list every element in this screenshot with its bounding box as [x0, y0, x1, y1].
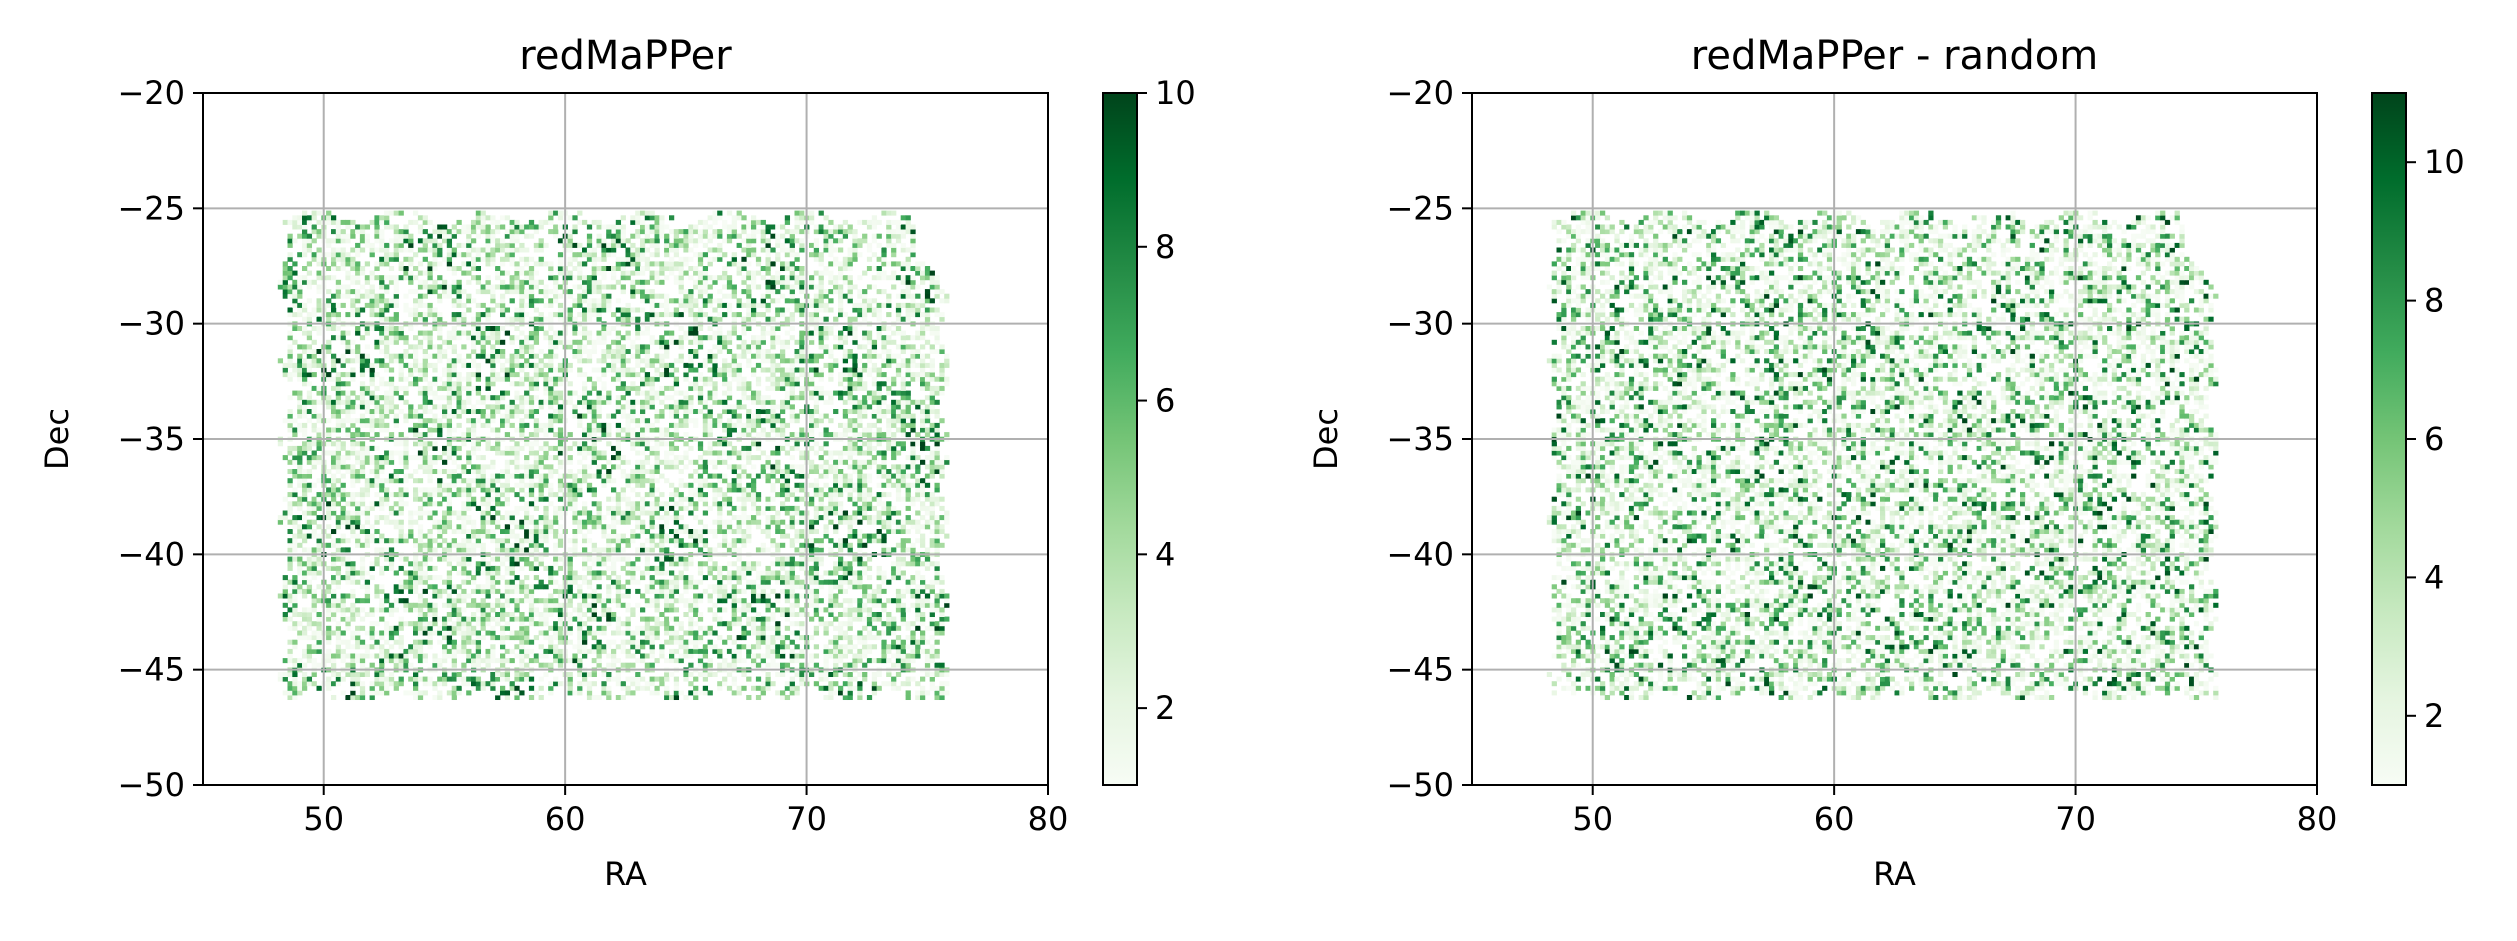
colorbar-tick-label: 10: [1155, 74, 1196, 112]
y-tick-label: −30: [117, 305, 185, 343]
y-tick-label: −25: [117, 189, 185, 227]
x-tick-label: 60: [545, 800, 586, 838]
colorbar-gradient: [1102, 92, 1138, 786]
left-chart-panel: 50 60 70 80 −20 −25 −30 −35 −40 −45 −50 redMaPPer RA…: [38, 33, 1196, 893]
y-tick-label: −50: [117, 766, 185, 804]
y-tick-label: −45: [1386, 651, 1454, 689]
colorbar-tick-label: 8: [1155, 228, 1175, 266]
y-tick-label: −20: [117, 74, 185, 112]
grid-lines: [203, 93, 1048, 785]
y-tick-label: −40: [1386, 535, 1454, 573]
heatmap-cells: [1546, 210, 2219, 701]
x-tick-label: 70: [2055, 800, 2096, 838]
colorbar: 2 4 6 8 10: [2371, 92, 2465, 786]
x-tick-label: 50: [303, 800, 344, 838]
y-tick-label: −30: [1386, 305, 1454, 343]
y-tick-label: −35: [117, 420, 185, 458]
x-tick-label: 50: [1572, 800, 1613, 838]
chart-title: redMaPPer: [519, 33, 732, 79]
x-tick-label: 80: [2297, 800, 2338, 838]
y-axis-label: Dec: [38, 408, 76, 470]
colorbar-tick-label: 6: [2424, 420, 2444, 458]
x-tick-label: 80: [1028, 800, 1069, 838]
colorbar: 2 4 6 8 10: [1102, 74, 1196, 786]
colorbar-tick-label: 6: [1155, 382, 1175, 420]
colorbar-tick-label: 2: [1155, 689, 1175, 727]
right-chart-panel: 50 60 70 80 −20 −25 −30 −35 −40 −45 −50 redMaPPer -…: [1307, 33, 2465, 893]
x-axis-label: RA: [1873, 855, 1916, 893]
colorbar-tick-label: 10: [2424, 143, 2465, 181]
x-tick-label: 60: [1814, 800, 1855, 838]
colorbar-tick-label: 2: [2424, 697, 2444, 735]
x-axis-label: RA: [604, 855, 647, 893]
chart-title: redMaPPer - random: [1691, 33, 2098, 79]
y-tick-label: −25: [1386, 189, 1454, 227]
y-tick-label: −35: [1386, 420, 1454, 458]
y-tick-label: −50: [1386, 766, 1454, 804]
x-tick-label: 70: [786, 800, 827, 838]
y-tick-label: −40: [117, 535, 185, 573]
y-axis-label: Dec: [1307, 408, 1345, 470]
y-tick-label: −45: [117, 651, 185, 689]
colorbar-gradient: [2371, 92, 2407, 786]
y-tick-label: −20: [1386, 74, 1454, 112]
colorbar-tick-label: 8: [2424, 282, 2444, 320]
colorbar-tick-label: 4: [1155, 535, 1175, 573]
grid-lines: [1472, 93, 2317, 785]
heatmap-cells: [277, 210, 950, 701]
colorbar-tick-label: 4: [2424, 558, 2444, 596]
